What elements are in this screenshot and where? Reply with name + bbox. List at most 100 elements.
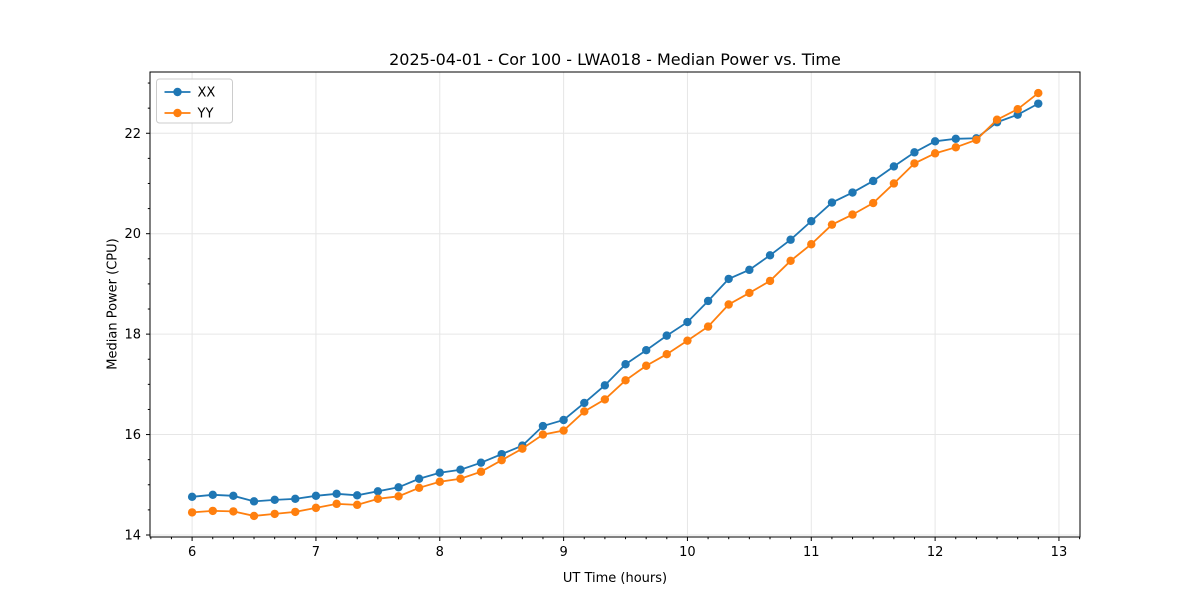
series-XX-marker [352, 491, 362, 500]
series-YY-marker [456, 474, 465, 483]
series-XX [187, 99, 1043, 506]
series-XX-marker [270, 495, 279, 505]
series-XX-marker [497, 449, 506, 459]
series-XX-marker [559, 415, 568, 425]
series-YY-line [192, 92, 1039, 517]
legend-label: XX [198, 86, 216, 101]
series-YY-marker [724, 300, 733, 309]
series-YY-marker [807, 240, 816, 249]
series-XX-marker [642, 346, 651, 355]
series-YY-marker [538, 430, 548, 439]
x-tick-label: 12 [927, 545, 944, 560]
x-tick-label: 10 [679, 545, 696, 560]
legend-sample-marker [173, 87, 182, 97]
series-XX-marker [621, 360, 630, 369]
chart-title: 2025-04-01 - Cor 100 - LWA018 - Median P… [389, 50, 841, 69]
series-YY-marker [765, 276, 775, 286]
series-YY-marker [972, 135, 981, 144]
series-YY-marker [270, 509, 279, 519]
series-YY-marker [869, 198, 878, 208]
series-XX-marker [414, 474, 424, 483]
series-XX-marker [745, 265, 754, 275]
series-YY-marker [889, 179, 899, 188]
legend-label: YY [197, 107, 214, 122]
series-YY-marker [1013, 104, 1022, 114]
series-XX-marker [724, 274, 733, 284]
series-XX-marker [848, 188, 857, 197]
x-tick-label: 9 [559, 545, 567, 560]
series-XX-marker [869, 176, 878, 186]
legend-item-XX: XX [164, 86, 216, 101]
series-YY-marker [352, 500, 362, 510]
x-tick-label: 7 [312, 545, 320, 560]
series-YY-marker [951, 143, 960, 152]
y-tick-label: 16 [124, 428, 141, 443]
plot-border [149, 71, 1081, 538]
y-tick-label: 14 [124, 528, 141, 543]
legend-item-YY: YY [164, 107, 214, 122]
series-XX-marker [187, 492, 197, 502]
series-YY-marker [208, 506, 217, 516]
series-YY-marker [414, 483, 424, 492]
series-XX-marker [538, 421, 548, 431]
series-YY-marker [827, 220, 837, 229]
y-tick-label: 18 [124, 328, 141, 343]
gridlines [150, 72, 1080, 537]
series-XX-marker [786, 235, 795, 244]
series-XX-marker [930, 137, 940, 146]
series-YY-marker [497, 455, 506, 465]
series-XX-marker [373, 487, 383, 496]
series-XX-marker [476, 458, 486, 467]
series-XX-marker [580, 398, 589, 408]
series-XX-marker [394, 483, 403, 492]
series-YY [187, 88, 1043, 521]
series-XX-marker [332, 489, 341, 499]
series-XX-marker [827, 198, 837, 207]
series-XX-marker [765, 251, 775, 260]
series-YY-marker [848, 210, 857, 219]
series-XX-marker [600, 381, 610, 390]
series-YY-marker [683, 336, 692, 345]
series-YY-marker [373, 494, 383, 504]
legend-sample-marker [173, 108, 182, 118]
y-tick-label: 22 [124, 127, 141, 142]
series-YY-marker [476, 467, 486, 476]
series-YY-marker [910, 159, 919, 168]
series-XX-marker [889, 162, 899, 171]
series-XX-marker [229, 491, 238, 501]
series-XX-marker [311, 491, 321, 501]
series-YY-marker [621, 376, 630, 385]
series-XX-marker [249, 497, 259, 506]
series-YY-marker [1034, 88, 1043, 98]
series-YY-marker [291, 507, 300, 517]
x-tick-label: 6 [188, 545, 196, 560]
series-YY-marker [786, 256, 795, 266]
series-YY-marker [229, 507, 238, 516]
legend-box [156, 78, 233, 124]
series-YY-marker [930, 149, 940, 158]
series-YY-marker [559, 426, 568, 435]
series-YY-marker [580, 407, 589, 416]
series-XX-marker [703, 296, 713, 306]
tick-labels: 6 7 8 9 10 11 12 13 14 16 18 20 22 [124, 127, 1067, 560]
series-XX-marker [291, 494, 300, 504]
series-XX-marker [683, 317, 692, 327]
series-XX-marker [456, 465, 465, 474]
series-YY-marker [187, 508, 197, 517]
series-YY-marker [435, 477, 444, 486]
x-tick-label: 13 [1051, 545, 1068, 560]
series-YY-marker [600, 395, 610, 404]
series-XX-marker [807, 216, 816, 226]
series-YY-marker [662, 350, 671, 359]
series-XX-marker [208, 490, 217, 500]
series-YY-marker [745, 288, 754, 298]
series-XX-marker [662, 331, 671, 340]
series-YY-marker [311, 503, 321, 513]
series-XX-marker [435, 468, 444, 477]
x-tick-label: 11 [803, 545, 820, 560]
series-XX-marker [910, 148, 919, 157]
series-YY-marker [642, 361, 651, 370]
series-YY-marker [518, 444, 527, 453]
series-YY-marker [703, 322, 713, 331]
